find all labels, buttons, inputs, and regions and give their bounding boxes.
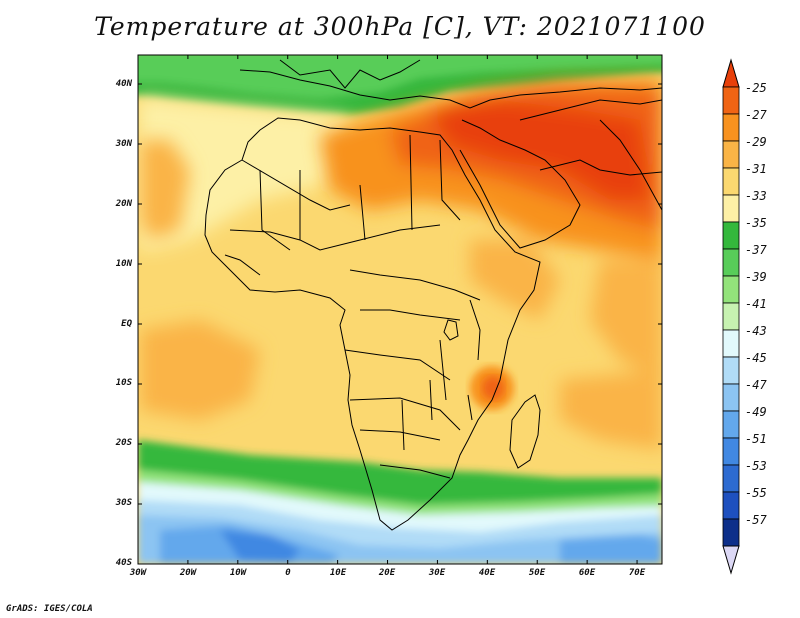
colorbar-label: -35 [745,216,767,230]
colorbar-swatch [722,86,740,115]
lon-label-50e: 50E [528,568,546,578]
lat-label-10s: 10S [115,378,132,388]
credit-text: GrADS: IGES/COLA [6,604,93,614]
colorbar-swatch [722,302,740,331]
lat-label-10n: 10N [115,259,132,269]
colorbar-swatch [722,491,740,520]
colorbar-label: -47 [745,378,767,392]
colorbar-swatch [722,113,740,142]
colorbar-label: -37 [745,243,767,257]
colorbar-label: -25 [745,81,767,95]
colorbar-swatch [722,275,740,304]
axis-ticks [137,55,662,565]
colorbar [722,58,740,575]
colorbar-label: -45 [745,351,767,365]
colorbar-label: -55 [745,486,767,500]
colorbar-label: -29 [745,135,767,149]
colorbar-label: -39 [745,270,767,284]
colorbar-cap-top [722,58,740,88]
colorbar-swatch [722,221,740,250]
lon-label-30e: 30E [428,568,446,578]
lon-label-0: 0 [285,568,291,578]
lat-label-40s: 40S [115,558,132,568]
colorbar-swatch [722,329,740,358]
colorbar-swatch [722,383,740,412]
lon-label-60e: 60E [578,568,596,578]
colorbar-swatch [722,167,740,196]
colorbar-label: -41 [745,297,767,311]
colorbar-label: -43 [745,324,767,338]
colorbar-swatch [722,437,740,466]
lon-label-20e: 20E [378,568,396,578]
colorbar-swatch [722,464,740,493]
chart-title: Temperature at 300hPa [C], VT: 202107110… [94,12,706,41]
lon-label-70e: 70E [628,568,646,578]
lat-label-30n: 30N [115,139,132,149]
colorbar-swatch [722,140,740,169]
colorbar-swatch [722,356,740,385]
colorbar-label: -31 [745,162,767,176]
colorbar-label: -49 [745,405,767,419]
lon-label-40e: 40E [478,568,496,578]
lat-label-30s: 30S [115,498,132,508]
lon-label-20w: 20W [179,568,197,578]
lat-label-20n: 20N [115,199,132,209]
colorbar-swatch [722,194,740,223]
colorbar-swatch [722,248,740,277]
colorbar-cap-bottom [722,545,740,575]
lon-label-30w: 30W [129,568,147,578]
colorbar-label: -57 [745,513,767,527]
colorbar-label: -53 [745,459,767,473]
lon-label-10e: 10E [329,568,347,578]
colorbar-label: -51 [745,432,767,446]
lat-label-20s: 20S [115,438,132,448]
colorbar-swatch [722,518,740,547]
lon-label-10w: 10W [229,568,247,578]
lat-label-40n: 40N [115,79,132,89]
colorbar-label: -33 [745,189,767,203]
country-borders [204,59,662,531]
temperature-field [138,55,662,564]
colorbar-swatch [722,410,740,439]
colorbar-label: -27 [745,108,767,122]
lat-label-eq: EQ [121,319,132,329]
map-frame [137,54,663,565]
